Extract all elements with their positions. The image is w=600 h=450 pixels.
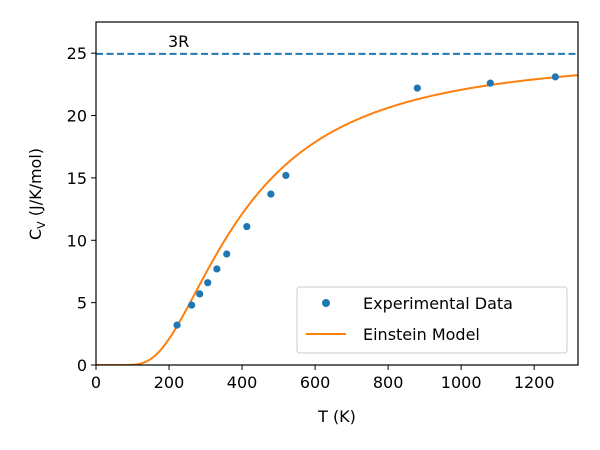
data-point [188,301,196,309]
plot-area [96,52,578,365]
data-point [196,290,204,298]
y-tick-label: 25 [67,44,87,63]
x-tick-label: 400 [227,373,258,392]
y-tick-label: 15 [67,169,87,188]
y-axis-label-subscript: V [35,221,48,229]
y-tick-label: 5 [77,294,87,313]
data-point [173,321,181,329]
x-axis-label: T (K) [317,407,356,426]
x-axis: 0 200 400 600 800 1000 1200 [91,365,555,392]
y-axis-label-units: (J/K/mol) [26,148,45,221]
legend-label-experimental: Experimental Data [363,294,513,313]
y-tick-label: 20 [67,107,87,126]
x-tick-label: 800 [373,373,404,392]
data-point [282,171,290,180]
data-point [243,222,251,231]
legend-marker-experimental [322,299,330,307]
data-point [213,265,221,273]
x-tick-label: 1200 [514,373,555,392]
data-point [223,250,231,258]
x-tick-label: 0 [91,373,101,392]
legend: Experimental Data Einstein Model [296,286,568,354]
legend-label-einstein: Einstein Model [363,325,480,344]
data-point [267,190,275,198]
x-tick-label: 600 [300,373,331,392]
data-point [413,84,421,92]
legend-box [296,286,568,354]
data-point [486,79,494,87]
data-point [204,279,212,287]
x-tick-label: 200 [154,373,185,392]
y-axis-label-main: C [26,229,45,240]
data-point [551,73,559,81]
y-tick-label: 10 [67,231,87,250]
y-axis-label: CV (J/K/mol) [26,148,48,240]
x-tick-label: 1000 [441,373,482,392]
y-tick-label: 0 [77,356,87,375]
y-axis: 0 5 10 15 20 25 [67,44,96,375]
reference-line-label: 3R [168,32,189,51]
axes-frame [95,21,579,366]
